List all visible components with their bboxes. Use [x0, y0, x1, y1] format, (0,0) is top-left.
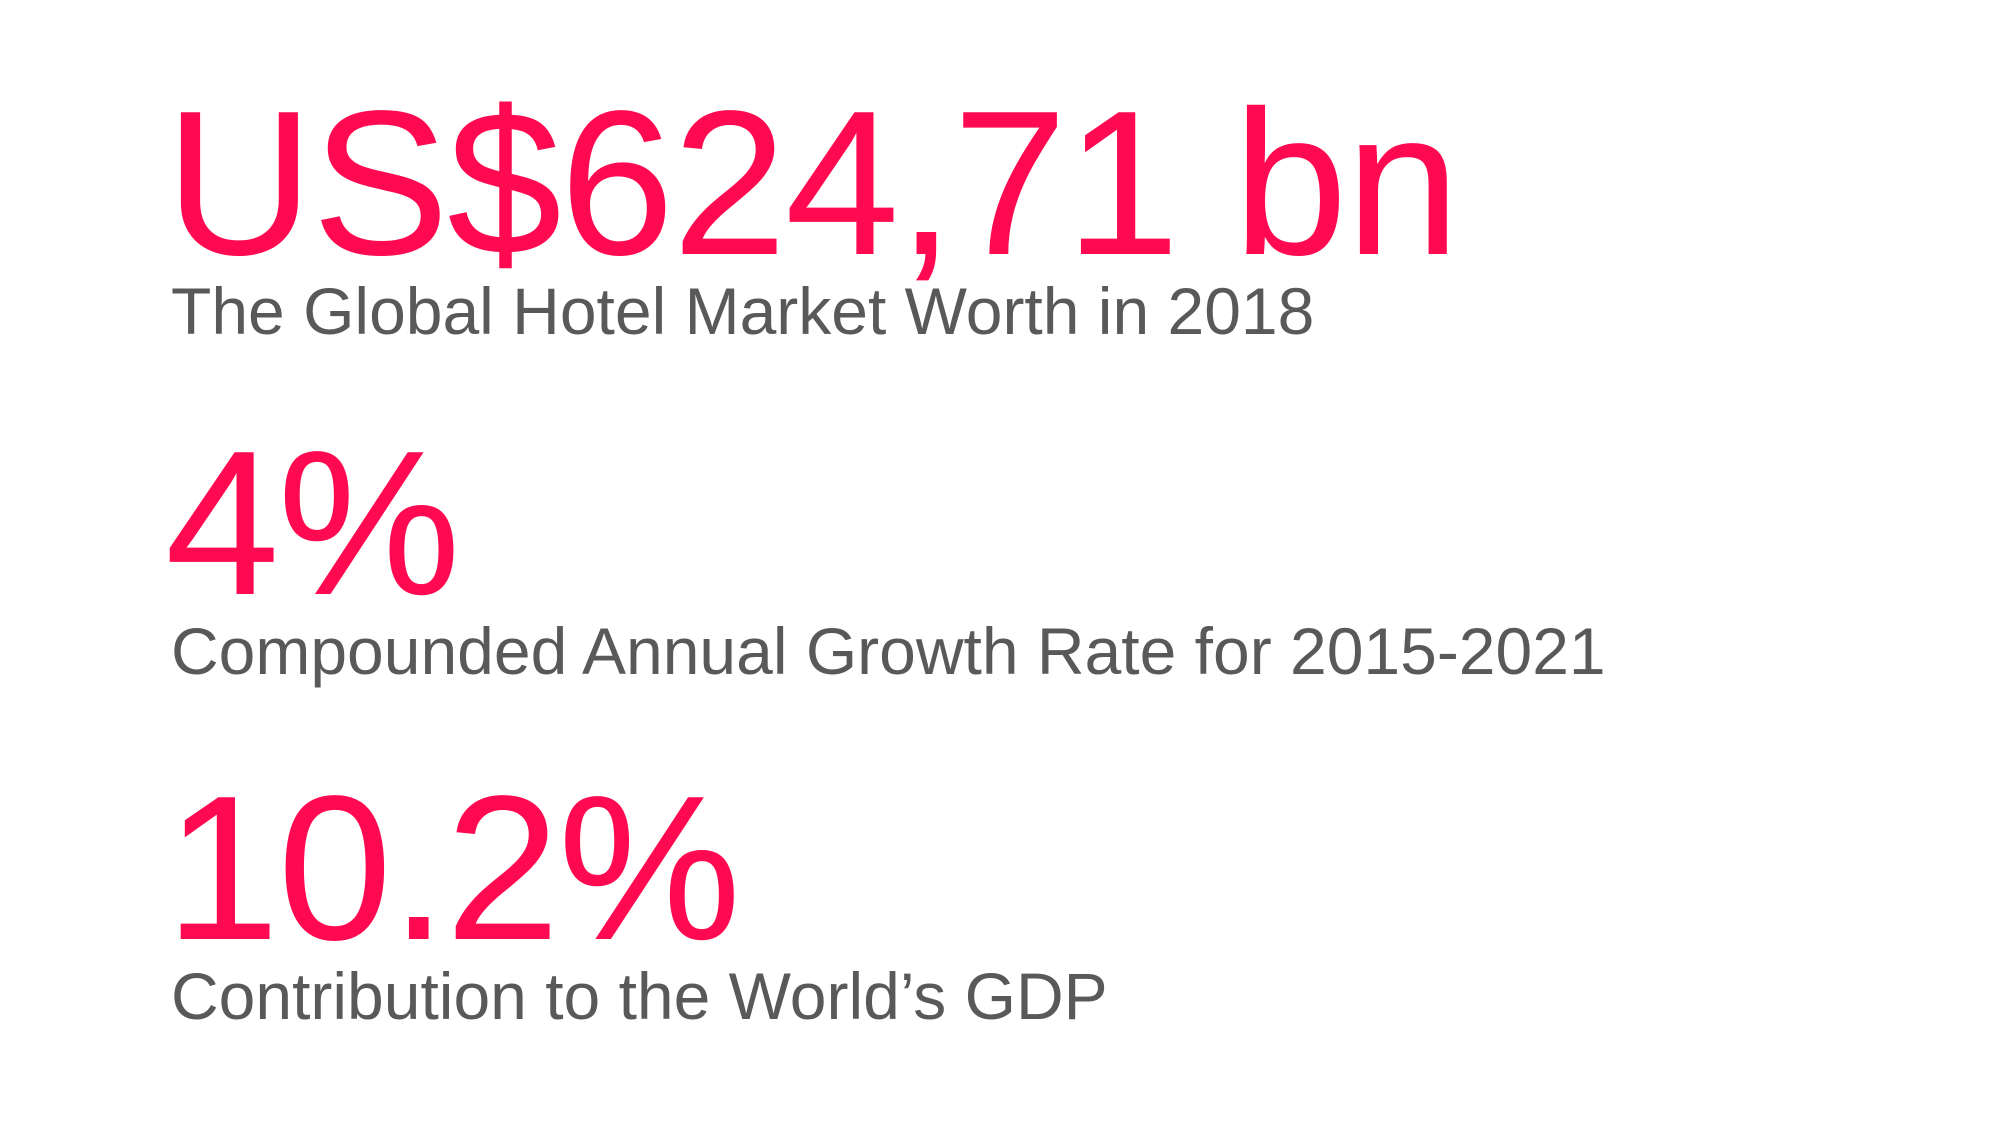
stat-caption: The Global Hotel Market Worth in 2018	[171, 274, 1315, 348]
stat-value: US$624,71 bn	[165, 68, 1460, 298]
stat-caption: Contribution to the World’s GDP	[171, 959, 1108, 1033]
stat-value: 10.2%	[165, 753, 741, 983]
stat-caption: Compounded Annual Growth Rate for 2015-2…	[171, 614, 1606, 688]
stat-value: 4%	[165, 408, 461, 638]
